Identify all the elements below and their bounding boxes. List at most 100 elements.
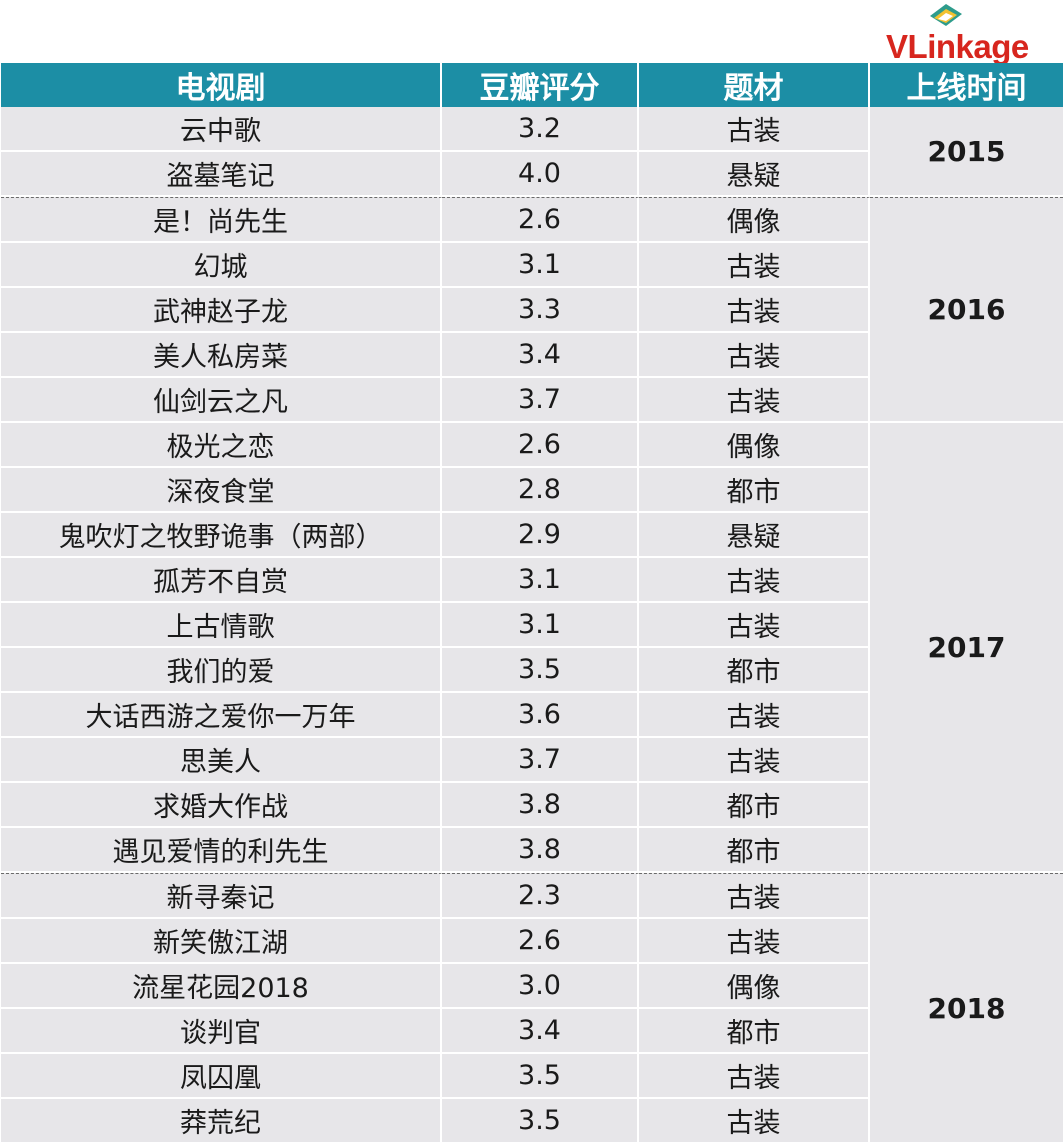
douban-score-cell: 3.0 — [442, 964, 639, 1009]
douban-score-cell: 2.6 — [442, 197, 639, 243]
douban-score-cell: 2.3 — [442, 873, 639, 919]
genre-cell: 都市 — [639, 648, 870, 693]
drama-rating-table: 电视剧 豆瓣评分 题材 上线时间 云中歌 3.2 古装 2015 盗墓笔记 4.0 悬疑 是！… — [1, 63, 1063, 1144]
drama-title-cell: 是！尚先生 — [1, 197, 442, 243]
genre-cell: 古装 — [639, 1054, 870, 1099]
drama-title-cell: 思美人 — [1, 738, 442, 783]
table-row: 新笑傲江湖 2.6 古装 — [1, 919, 1063, 964]
table-row: 新寻秦记 2.3 古装 2018 — [1, 873, 1063, 1144]
genre-cell: 古装 — [639, 243, 870, 288]
douban-score-cell: 3.5 — [442, 1054, 639, 1099]
table-header-row: 电视剧 豆瓣评分 题材 上线时间 — [1, 63, 1063, 107]
drama-title-cell: 遇见爱情的利先生 — [1, 828, 442, 873]
douban-score-cell: 2.8 — [442, 468, 639, 513]
drama-title-cell: 美人私房菜 — [1, 333, 442, 378]
drama-title-cell: 求婚大作战 — [1, 783, 442, 828]
drama-title-cell: 莽荒纪 — [1, 1099, 442, 1144]
genre-cell: 都市 — [639, 468, 870, 513]
table-row: 我们的爱 3.5 都市 — [1, 648, 1063, 693]
table-row: 谈判官 3.4 都市 — [1, 1009, 1063, 1054]
header-douban-score: 豆瓣评分 — [442, 63, 639, 107]
genre-cell: 偶像 — [639, 964, 870, 1009]
douban-score-cell: 3.7 — [442, 738, 639, 783]
genre-cell: 古装 — [639, 378, 870, 423]
douban-score-cell: 2.6 — [442, 919, 639, 964]
douban-score-cell: 3.5 — [442, 648, 639, 693]
table-row: 幻城 3.1 古装 — [1, 243, 1063, 288]
release-year-cell: 2017 — [870, 423, 1063, 873]
genre-cell: 都市 — [639, 1009, 870, 1054]
drama-title-cell: 谈判官 — [1, 1009, 442, 1054]
genre-cell: 古装 — [639, 873, 870, 919]
table-row: 流星花园2018 3.0 偶像 — [1, 964, 1063, 1009]
header-drama: 电视剧 — [1, 63, 442, 107]
drama-title-cell: 幻城 — [1, 243, 442, 288]
genre-cell: 古装 — [639, 558, 870, 603]
genre-cell: 古装 — [639, 693, 870, 738]
douban-score-cell: 3.4 — [442, 333, 639, 378]
genre-cell: 悬疑 — [639, 152, 870, 197]
drama-title-cell: 武神赵子龙 — [1, 288, 442, 333]
douban-score-cell: 3.4 — [442, 1009, 639, 1054]
douban-score-cell: 3.1 — [442, 558, 639, 603]
drama-title-cell: 大话西游之爱你一万年 — [1, 693, 442, 738]
douban-score-cell: 3.8 — [442, 783, 639, 828]
table-row: 上古情歌 3.1 古装 — [1, 603, 1063, 648]
table-row: 是！尚先生 2.6 偶像 2016 — [1, 197, 1063, 423]
douban-score-cell: 4.0 — [442, 152, 639, 197]
drama-title-cell: 上古情歌 — [1, 603, 442, 648]
table-row: 武神赵子龙 3.3 古装 — [1, 288, 1063, 333]
release-year-cell: 2018 — [870, 873, 1063, 1144]
genre-cell: 都市 — [639, 783, 870, 828]
drama-title-cell: 极光之恋 — [1, 423, 442, 468]
genre-cell: 古装 — [639, 107, 870, 152]
header-release-year: 上线时间 — [870, 63, 1063, 107]
table-row: 鬼吹灯之牧野诡事（两部） 2.9 悬疑 — [1, 513, 1063, 558]
genre-cell: 悬疑 — [639, 513, 870, 558]
table-row: 思美人 3.7 古装 — [1, 738, 1063, 783]
table-row: 云中歌 3.2 古装 2015 — [1, 107, 1063, 197]
drama-title-cell: 深夜食堂 — [1, 468, 442, 513]
drama-title-cell: 凤囚凰 — [1, 1054, 442, 1099]
douban-score-cell: 3.5 — [442, 1099, 639, 1144]
drama-title-cell: 仙剑云之凡 — [1, 378, 442, 423]
drama-title-cell: 流星花园2018 — [1, 964, 442, 1009]
table-row: 美人私房菜 3.4 古装 — [1, 333, 1063, 378]
genre-cell: 偶像 — [639, 423, 870, 468]
vlinkage-logo: VLinkage — [882, 2, 1052, 65]
genre-cell: 古装 — [639, 603, 870, 648]
genre-cell: 古装 — [639, 288, 870, 333]
drama-title-cell: 孤芳不自赏 — [1, 558, 442, 603]
douban-score-cell: 3.7 — [442, 378, 639, 423]
table-row: 盗墓笔记 4.0 悬疑 — [1, 152, 1063, 197]
douban-score-cell: 2.6 — [442, 423, 639, 468]
drama-title-cell: 新笑傲江湖 — [1, 919, 442, 964]
douban-score-cell: 3.1 — [442, 603, 639, 648]
genre-cell: 古装 — [639, 919, 870, 964]
genre-cell: 都市 — [639, 828, 870, 873]
header-genre: 题材 — [639, 63, 870, 107]
drama-title-cell: 鬼吹灯之牧野诡事（两部） — [1, 513, 442, 558]
drama-title-cell: 新寻秦记 — [1, 873, 442, 919]
douban-score-cell: 3.3 — [442, 288, 639, 333]
douban-score-cell: 2.9 — [442, 513, 639, 558]
table-row: 遇见爱情的利先生 3.8 都市 — [1, 828, 1063, 873]
drama-title-cell: 我们的爱 — [1, 648, 442, 693]
table-row: 深夜食堂 2.8 都市 — [1, 468, 1063, 513]
douban-score-cell: 3.6 — [442, 693, 639, 738]
table-row: 凤囚凰 3.5 古装 — [1, 1054, 1063, 1099]
table-row: 大话西游之爱你一万年 3.6 古装 — [1, 693, 1063, 738]
logo-mark-icon — [930, 4, 962, 26]
release-year-cell: 2016 — [870, 197, 1063, 423]
genre-cell: 古装 — [639, 333, 870, 378]
genre-cell: 古装 — [639, 738, 870, 783]
drama-title-cell: 盗墓笔记 — [1, 152, 442, 197]
table-row: 仙剑云之凡 3.7 古装 — [1, 378, 1063, 423]
drama-title-cell: 云中歌 — [1, 107, 442, 152]
table-row: 极光之恋 2.6 偶像 2017 — [1, 423, 1063, 873]
release-year-cell: 2015 — [870, 107, 1063, 197]
genre-cell: 古装 — [639, 1099, 870, 1144]
table-row: 孤芳不自赏 3.1 古装 — [1, 558, 1063, 603]
table-body: 云中歌 3.2 古装 2015 盗墓笔记 4.0 悬疑 是！尚先生 2.6 偶像 2016 幻城 3.1… — [1, 107, 1063, 1144]
douban-score-cell: 3.2 — [442, 107, 639, 152]
